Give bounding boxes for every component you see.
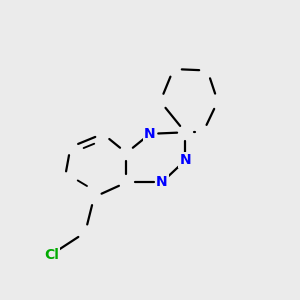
Text: Cl: Cl <box>44 248 59 262</box>
Text: N: N <box>179 153 191 167</box>
Text: N: N <box>144 127 156 141</box>
Text: N: N <box>156 176 168 189</box>
